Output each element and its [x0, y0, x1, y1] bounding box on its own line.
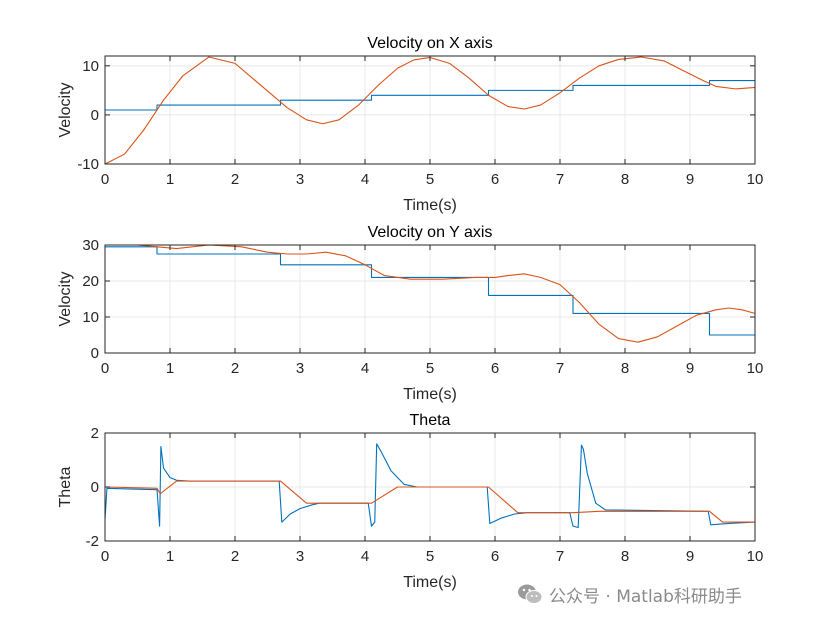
- x-tick-label: 7: [556, 360, 564, 377]
- x-tick-label: 0: [101, 548, 109, 565]
- subplot-2: 0 1 2 3 4 5 6 7 8 9 10 0 10 20 30 Velocity on Y axis Tim…: [57, 224, 763, 403]
- subplot-title: Theta: [410, 412, 451, 429]
- y-tick-label: 10: [82, 58, 99, 75]
- x-tick-label: 9: [686, 548, 694, 565]
- x-tick-label: 2: [231, 548, 239, 565]
- x-tick-label: 6: [491, 548, 499, 565]
- x-tick-label: 8: [621, 360, 629, 377]
- x-tick-label: 3: [296, 360, 304, 377]
- x-tick-label: 6: [491, 360, 499, 377]
- x-tick-label: 8: [621, 171, 629, 188]
- series-line-2: [105, 480, 755, 523]
- x-tick-label: 1: [166, 548, 174, 565]
- x-tick-label: 5: [426, 548, 434, 565]
- y-tick-label: -2: [86, 533, 99, 550]
- y-tick-label: 10: [82, 309, 99, 326]
- x-tick-label: 10: [747, 360, 764, 377]
- series-line-2: [105, 56, 755, 164]
- y-tick-label: 0: [91, 107, 99, 124]
- x-tick-label: 2: [231, 360, 239, 377]
- x-tick-label: 8: [621, 548, 629, 565]
- x-tick-label: 5: [426, 171, 434, 188]
- x-tick-label: 10: [747, 548, 764, 565]
- x-tick-label: 7: [556, 171, 564, 188]
- watermark-text: 公众号 · Matlab科研助手: [549, 586, 742, 607]
- x-tick-label: 10: [747, 171, 764, 188]
- subplot-title: Velocity on X axis: [367, 35, 492, 52]
- x-tick-label: 7: [556, 548, 564, 565]
- x-tick-label: 1: [166, 360, 174, 377]
- series-line-1: [105, 79, 755, 111]
- y-tick-label: 20: [82, 273, 99, 290]
- wechat-logo-icon: [518, 584, 543, 604]
- x-tick-label: 1: [166, 171, 174, 188]
- y-tick-label: 30: [82, 237, 99, 254]
- x-axis-label: Time(s): [403, 574, 457, 591]
- x-axis-label: Time(s): [403, 197, 457, 214]
- x-tick-label: 4: [361, 171, 369, 188]
- x-tick-label: 3: [296, 548, 304, 565]
- series-line-1: [105, 443, 755, 529]
- subplot-title: Velocity on Y axis: [368, 224, 493, 241]
- x-tick-label: 9: [686, 360, 694, 377]
- x-tick-label: 2: [231, 171, 239, 188]
- series-line-2: [105, 245, 755, 343]
- y-tick-label: -10: [77, 156, 99, 173]
- x-tick-label: 3: [296, 171, 304, 188]
- x-tick-label: 5: [426, 360, 434, 377]
- y-axis-label: Velocity: [57, 271, 74, 326]
- y-tick-label: 2: [91, 425, 99, 442]
- x-tick-label: 6: [491, 171, 499, 188]
- x-tick-label: 0: [101, 171, 109, 188]
- series-line-1: [105, 246, 755, 336]
- y-tick-label: 0: [91, 345, 99, 362]
- x-tick-label: 4: [361, 360, 369, 377]
- x-axis-label: Time(s): [403, 386, 457, 403]
- y-axis-label: Theta: [57, 466, 74, 507]
- y-axis-label: Velocity: [57, 82, 74, 137]
- x-tick-label: 0: [101, 360, 109, 377]
- watermark: 公众号 · Matlab科研助手: [517, 581, 742, 607]
- y-tick-label: 0: [91, 479, 99, 496]
- x-tick-label: 9: [686, 171, 694, 188]
- x-tick-label: 4: [361, 548, 369, 565]
